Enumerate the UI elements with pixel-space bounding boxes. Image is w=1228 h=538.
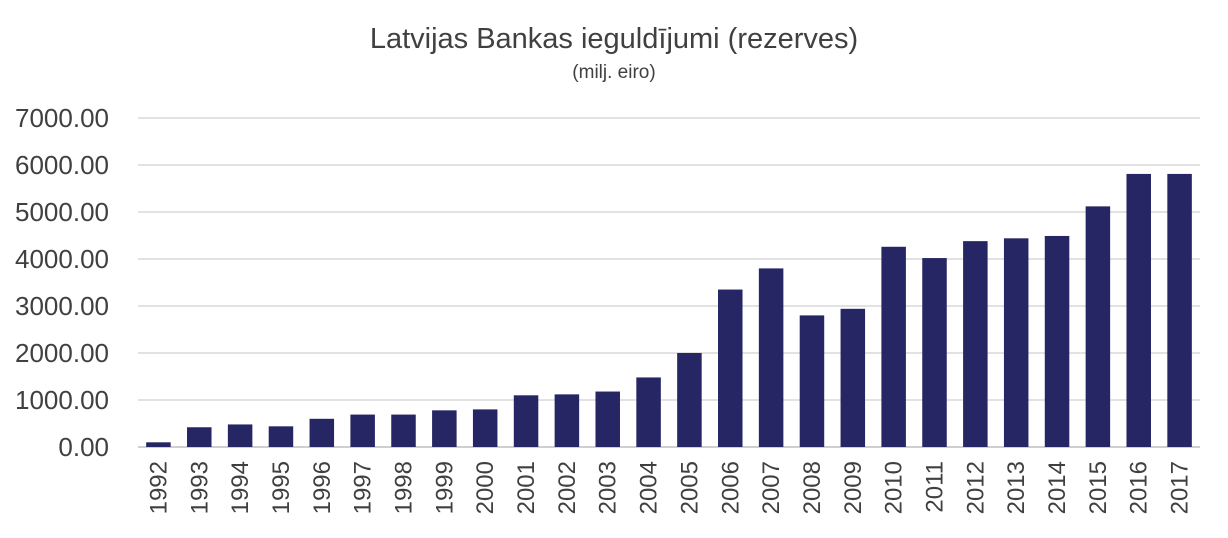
bar-2014 <box>1044 235 1070 447</box>
bar-2017 <box>1167 173 1192 447</box>
bars <box>146 173 1192 447</box>
y-tick-label: 0.00 <box>58 432 109 462</box>
x-tick-label: 2010 <box>881 461 908 514</box>
x-tick-label: 1994 <box>227 461 254 514</box>
x-tick-label: 1997 <box>350 461 377 514</box>
bar-2013 <box>1003 238 1029 447</box>
bar-2001 <box>513 395 539 447</box>
y-tick-label: 1000.00 <box>15 385 109 415</box>
y-tick-label: 2000.00 <box>15 338 109 368</box>
x-tick-label: 2003 <box>595 461 622 514</box>
x-tick-label: 2007 <box>758 461 785 514</box>
y-tick-label: 4000.00 <box>15 244 109 274</box>
bar-2004 <box>636 377 661 447</box>
x-tick-label: 2002 <box>554 461 581 514</box>
x-tick-label: 2005 <box>676 461 703 514</box>
bar-2006 <box>718 289 743 447</box>
bar-2016 <box>1126 173 1151 447</box>
y-axis-ticks: 0.00 1000.00 2000.00 3000.00 4000.00 5000.00 6… <box>15 103 109 462</box>
y-tick-label: 3000.00 <box>15 291 109 321</box>
bar-2008 <box>799 315 825 447</box>
bar-1997 <box>350 414 375 447</box>
gridlines <box>138 117 1200 448</box>
bar-1993 <box>187 427 212 447</box>
x-tick-label: 2006 <box>717 461 744 514</box>
bar-2000 <box>472 409 498 447</box>
x-tick-label: 1999 <box>431 461 458 514</box>
bar-1999 <box>432 410 457 447</box>
bar-2015 <box>1085 206 1111 447</box>
x-tick-label: 2012 <box>962 461 989 514</box>
chart-subtitle: (milj. eiro) <box>572 62 656 83</box>
x-tick-label: 1993 <box>186 461 213 514</box>
x-tick-label: 2001 <box>513 461 540 514</box>
bar-2005 <box>677 353 702 447</box>
x-tick-label: 1998 <box>391 461 418 514</box>
chart-title: Latvijas Bankas ieguldījumi (rezerves) <box>369 23 859 55</box>
bar-2007 <box>758 268 784 447</box>
x-tick-label: 1992 <box>145 461 172 514</box>
bar-2003 <box>595 391 620 447</box>
bar-2011 <box>922 258 947 447</box>
x-tick-label: 1995 <box>268 461 295 514</box>
x-tick-label: 2013 <box>1003 461 1030 514</box>
bar-1995 <box>268 426 294 447</box>
x-tick-label: 2011 <box>922 461 949 513</box>
x-tick-label: 2016 <box>1126 461 1153 514</box>
bar-1994 <box>227 424 253 447</box>
bar-1992 <box>146 442 171 447</box>
bar-2010 <box>881 246 906 447</box>
x-tick-label: 2004 <box>636 461 663 514</box>
y-tick-label: 7000.00 <box>15 103 109 133</box>
bar-1998 <box>391 414 416 447</box>
x-tick-label: 2015 <box>1085 461 1112 514</box>
x-tick-label: 2017 <box>1167 461 1194 514</box>
x-tick-label: 2014 <box>1044 461 1071 514</box>
x-axis-ticks: 1992 1993 1994 1995 1996 1997 1998 1999 2000 2001… <box>145 461 1193 514</box>
bar-2009 <box>840 308 866 447</box>
y-tick-label: 5000.00 <box>15 197 109 227</box>
x-tick-label: 1996 <box>309 461 336 514</box>
y-tick-label: 6000.00 <box>15 150 109 180</box>
bar-1996 <box>309 418 335 447</box>
bar-2002 <box>554 394 580 447</box>
x-tick-label: 2000 <box>472 461 499 514</box>
x-tick-label: 2009 <box>840 461 867 514</box>
bar-2012 <box>963 241 988 447</box>
x-tick-label: 2008 <box>799 461 826 514</box>
